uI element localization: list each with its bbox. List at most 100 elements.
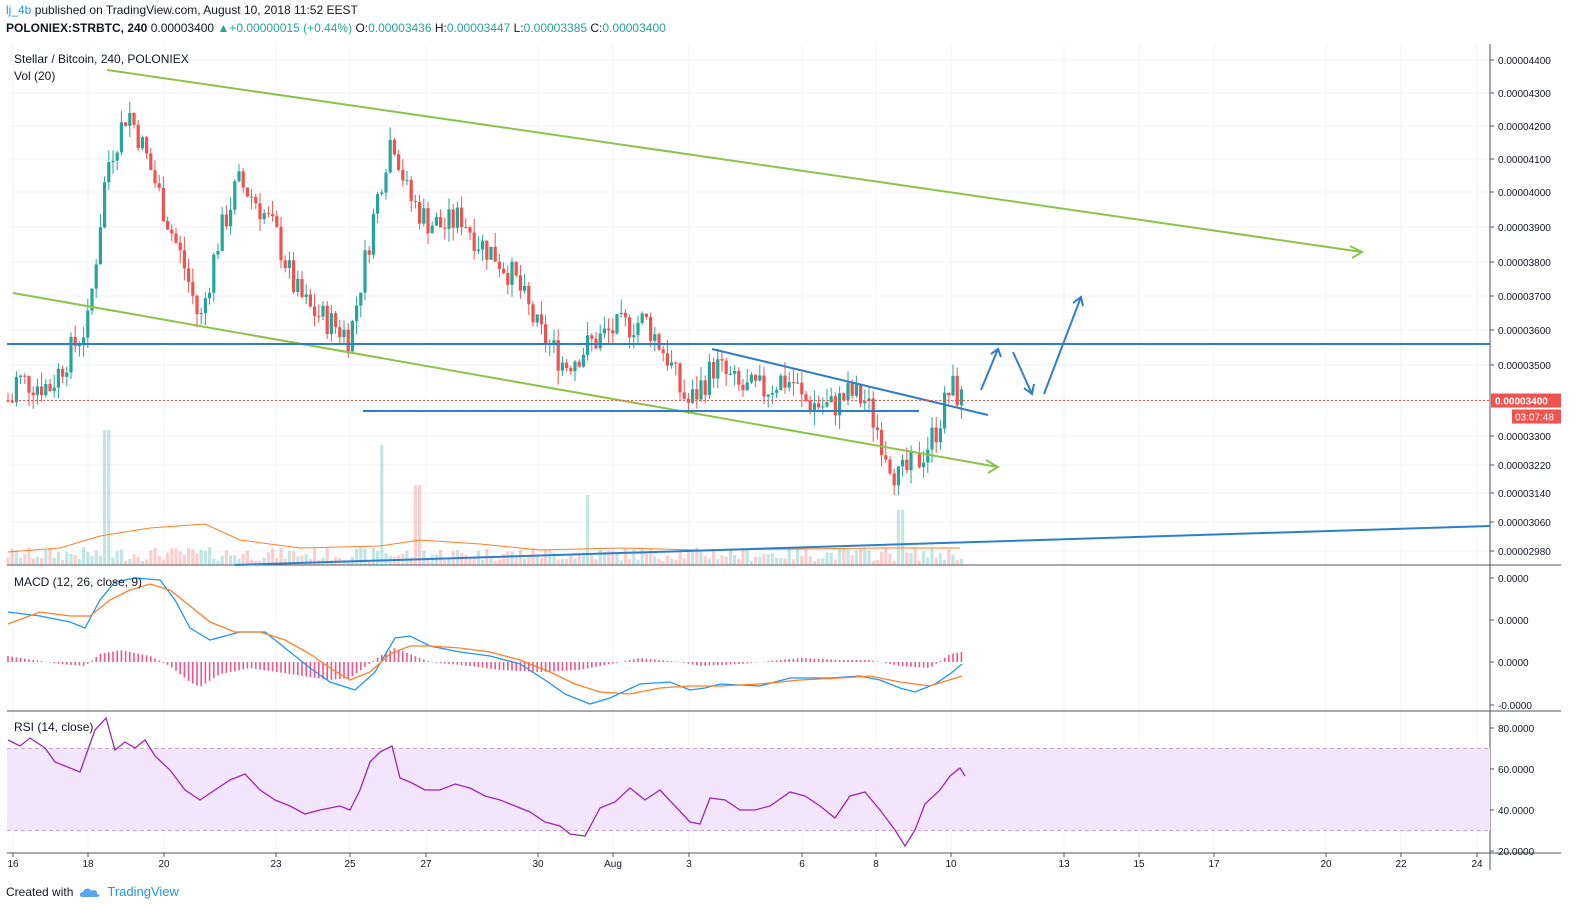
candle-body (854, 384, 858, 396)
volume-bar (909, 552, 913, 565)
candle-body (728, 373, 732, 375)
volume-bar (283, 558, 287, 565)
price-axis-label: 0.00003500 (1498, 361, 1551, 372)
candle-body (829, 396, 833, 403)
candle-body (791, 382, 795, 384)
candle-body (901, 459, 905, 467)
volume-bar (14, 550, 18, 565)
volume-bar (560, 558, 564, 565)
volume-bar (212, 558, 216, 565)
high-label: H: (434, 21, 447, 35)
volume-bar (35, 557, 39, 565)
candle-body (342, 329, 346, 338)
volume-bar (426, 560, 430, 565)
volume-bar (174, 548, 178, 565)
volume-bar (90, 555, 94, 565)
candle-body (258, 203, 262, 220)
volume-bar (728, 550, 732, 565)
volume-bar (178, 551, 182, 565)
volume-bar (384, 553, 388, 565)
volume-bar (258, 560, 262, 565)
candle-body (229, 209, 233, 227)
candle-body (812, 403, 816, 412)
candle-body (581, 354, 585, 367)
candle-body (817, 403, 821, 408)
candle-body (212, 254, 216, 293)
candle-body (930, 427, 934, 450)
volume-bar (82, 547, 86, 565)
volume-bar (917, 560, 921, 565)
volume-bar (220, 555, 224, 565)
rsi-band (7, 748, 1490, 831)
candle-body (334, 313, 338, 328)
candle-body (397, 154, 401, 170)
author-link[interactable]: lj_4b (6, 3, 32, 17)
candle-body (203, 298, 207, 314)
volume-bar (930, 547, 934, 565)
candle-body (52, 387, 56, 392)
candle-body (720, 359, 724, 361)
candle-body (955, 375, 959, 406)
volume-bar (535, 556, 539, 565)
volume-bar (136, 556, 140, 565)
volume-bar (632, 549, 636, 565)
candle-body (796, 382, 800, 384)
candle-body (586, 335, 590, 355)
volume-bar (875, 559, 879, 565)
candle-body (170, 229, 174, 234)
candle-body (199, 313, 203, 315)
candle-body (82, 337, 86, 345)
volume-bar (69, 554, 73, 565)
time-axis-label: 10 (945, 859, 957, 870)
volume-bar (514, 556, 518, 565)
time-axis-label: 23 (270, 859, 282, 870)
candle-body (111, 160, 115, 163)
open-label: O: (355, 21, 369, 35)
candle-body (350, 321, 354, 352)
candle-body (867, 398, 871, 402)
volume-bar (19, 557, 23, 565)
candle-body (367, 250, 371, 255)
volume-bar (573, 558, 577, 565)
candle-body (552, 340, 556, 344)
candle-body (182, 250, 186, 269)
volume-bar (224, 550, 228, 565)
volume-bar (359, 547, 363, 565)
rsi-axis-label: 20.0000 (1498, 847, 1535, 858)
volume-bar (279, 547, 283, 565)
volume-bar (833, 559, 837, 565)
volume-bar (73, 554, 77, 565)
candle-body (754, 374, 758, 381)
volume-bar (98, 555, 102, 565)
volume-bar (292, 551, 296, 565)
volume-bar (934, 557, 938, 565)
candle-body (153, 170, 157, 184)
candle-body (623, 312, 627, 318)
candle-body (296, 278, 300, 293)
macd-histogram (7, 648, 963, 687)
tradingview-brand[interactable]: TradingView (107, 884, 179, 899)
channel-upper-line (106, 69, 1363, 253)
price-axis-label: 0.00004300 (1498, 89, 1551, 100)
created-with-text: Created with (6, 884, 74, 899)
candle-body (766, 394, 770, 397)
published-text: published on TradingView.com, August 10,… (34, 3, 358, 17)
price-axis-label: 0.00003060 (1498, 518, 1551, 529)
volume-bar (464, 554, 468, 565)
price-axis-label: 0.00003140 (1498, 489, 1551, 500)
volume-bar (691, 550, 695, 565)
volume-bar (758, 556, 762, 565)
price-axis-label: 0.00003300 (1498, 432, 1551, 443)
candle-body (409, 179, 413, 201)
candle-body (287, 260, 291, 268)
volume-bar (787, 547, 791, 565)
price-axis-label: 0.00003800 (1498, 258, 1551, 269)
candle-body (573, 361, 577, 372)
projection-arrow-breakout (1043, 296, 1082, 395)
volume-bar (644, 552, 648, 565)
volume-bar (686, 550, 690, 565)
volume-bar (371, 547, 375, 565)
main-pane-title: Stellar / Bitcoin, 240, POLONIEX (14, 52, 189, 66)
candle-body (384, 172, 388, 193)
